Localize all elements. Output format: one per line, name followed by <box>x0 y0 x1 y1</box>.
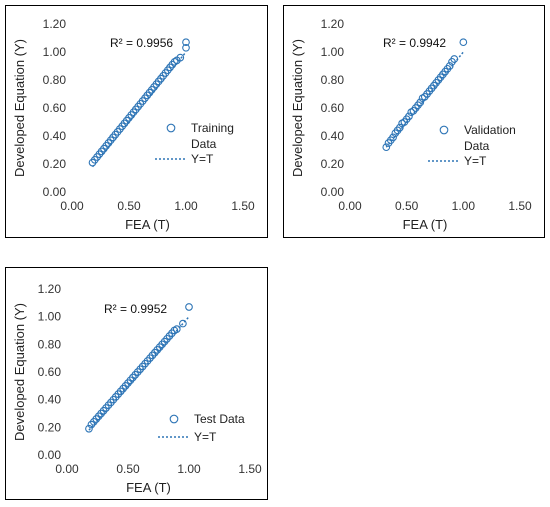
r-squared-label: R² = 0.9952 <box>104 302 167 316</box>
training-chart-panel: 0.00 0.20 0.40 0.60 0.80 1.00 1.20 0.00 0.50 1.00… <box>5 5 268 238</box>
data-point <box>389 133 397 142</box>
validation-chart-svg: 0.00 0.20 0.40 0.60 0.80 1.00 1.20 0.00 0.50 1.00… <box>290 17 532 232</box>
data-point <box>182 38 190 47</box>
y-axis-label: Developed Equation (Y) <box>12 39 27 177</box>
legend-label: Validation Data <box>464 123 516 153</box>
data-point <box>185 303 193 311</box>
y-tick-label: 1.20 <box>38 282 62 296</box>
y-axis-label: Developed Equation (Y) <box>12 303 27 441</box>
y-tick-label: 1.00 <box>38 310 62 324</box>
r-squared-label: R² = 0.9956 <box>110 36 173 50</box>
data-point <box>85 424 93 433</box>
x-axis-label: FEA (T) <box>126 480 171 495</box>
x-axis-label: FEA (T) <box>403 217 448 232</box>
y-tick-label: 0.60 <box>38 365 62 379</box>
trend-line <box>91 51 187 168</box>
y-tick-label: 0.80 <box>38 337 62 351</box>
x-tick-label: 0.00 <box>55 462 79 476</box>
y-axis-label: Developed Equation (Y) <box>290 39 305 177</box>
legend-marker-circle <box>169 414 179 424</box>
x-tick-label: 0.50 <box>117 199 141 213</box>
y-tick-label: 0.00 <box>38 448 62 462</box>
y-tick-label: 0.40 <box>321 129 345 143</box>
data-point <box>382 143 391 152</box>
data-point <box>405 112 413 121</box>
y-tick-label: 0.60 <box>321 101 345 115</box>
trend-line <box>385 51 464 148</box>
y-tick-label: 0.40 <box>43 129 67 143</box>
y-tick-label: 0.20 <box>43 157 67 171</box>
y-tick-label: 1.20 <box>321 17 345 31</box>
x-tick-label: 1.50 <box>238 462 262 476</box>
legend-marker-circle <box>439 125 449 135</box>
data-point <box>459 38 468 47</box>
x-tick-label: 0.50 <box>395 199 419 213</box>
legend-line-label: Y=T <box>194 430 217 444</box>
y-tick-label: 0.00 <box>43 185 67 199</box>
x-tick-label: 0.00 <box>338 199 362 213</box>
y-tick-label: 1.00 <box>321 45 345 59</box>
legend-line-label: Y=T <box>464 154 487 168</box>
x-tick-label: 0.00 <box>60 199 84 213</box>
data-point <box>172 325 181 333</box>
y-tick-label: 0.80 <box>321 73 345 87</box>
legend-label: Test Data <box>194 412 245 426</box>
validation-chart-panel: 0.00 0.20 0.40 0.60 0.80 1.00 1.20 0.00 0.50 1.00… <box>283 5 545 238</box>
test-chart-panel: 0.00 0.20 0.40 0.60 0.80 1.00 1.20 0.00 0.50 1.00… <box>5 267 268 500</box>
legend-label: Training Data <box>191 121 234 151</box>
y-tick-label: 0.00 <box>321 185 345 199</box>
legend-line-label: Y=T <box>191 152 214 166</box>
training-chart-svg: 0.00 0.20 0.40 0.60 0.80 1.00 1.20 0.00 0.50 1.00… <box>12 17 255 232</box>
data-point <box>176 53 185 62</box>
x-tick-label: 1.50 <box>231 199 255 213</box>
y-tick-label: 0.80 <box>43 73 67 87</box>
y-tick-label: 0.20 <box>321 157 345 171</box>
r-squared-label: R² = 0.9942 <box>383 36 446 50</box>
legend-marker-circle <box>166 123 176 133</box>
x-tick-label: 1.00 <box>174 199 198 213</box>
y-tick-label: 0.60 <box>43 101 67 115</box>
data-point <box>182 43 190 52</box>
x-tick-label: 0.50 <box>116 462 140 476</box>
y-tick-label: 1.00 <box>43 45 67 59</box>
x-tick-label: 1.00 <box>452 199 476 213</box>
test-chart-svg: 0.00 0.20 0.40 0.60 0.80 1.00 1.20 0.00 0.50 1.00… <box>12 282 262 495</box>
x-axis-label: FEA (T) <box>125 217 170 232</box>
trend-line <box>88 316 190 431</box>
y-tick-label: 0.20 <box>38 420 62 434</box>
x-tick-label: 1.00 <box>177 462 201 476</box>
y-tick-label: 0.40 <box>38 393 62 407</box>
x-tick-label: 1.50 <box>508 199 532 213</box>
data-point <box>179 319 187 328</box>
y-tick-label: 1.20 <box>43 17 67 31</box>
